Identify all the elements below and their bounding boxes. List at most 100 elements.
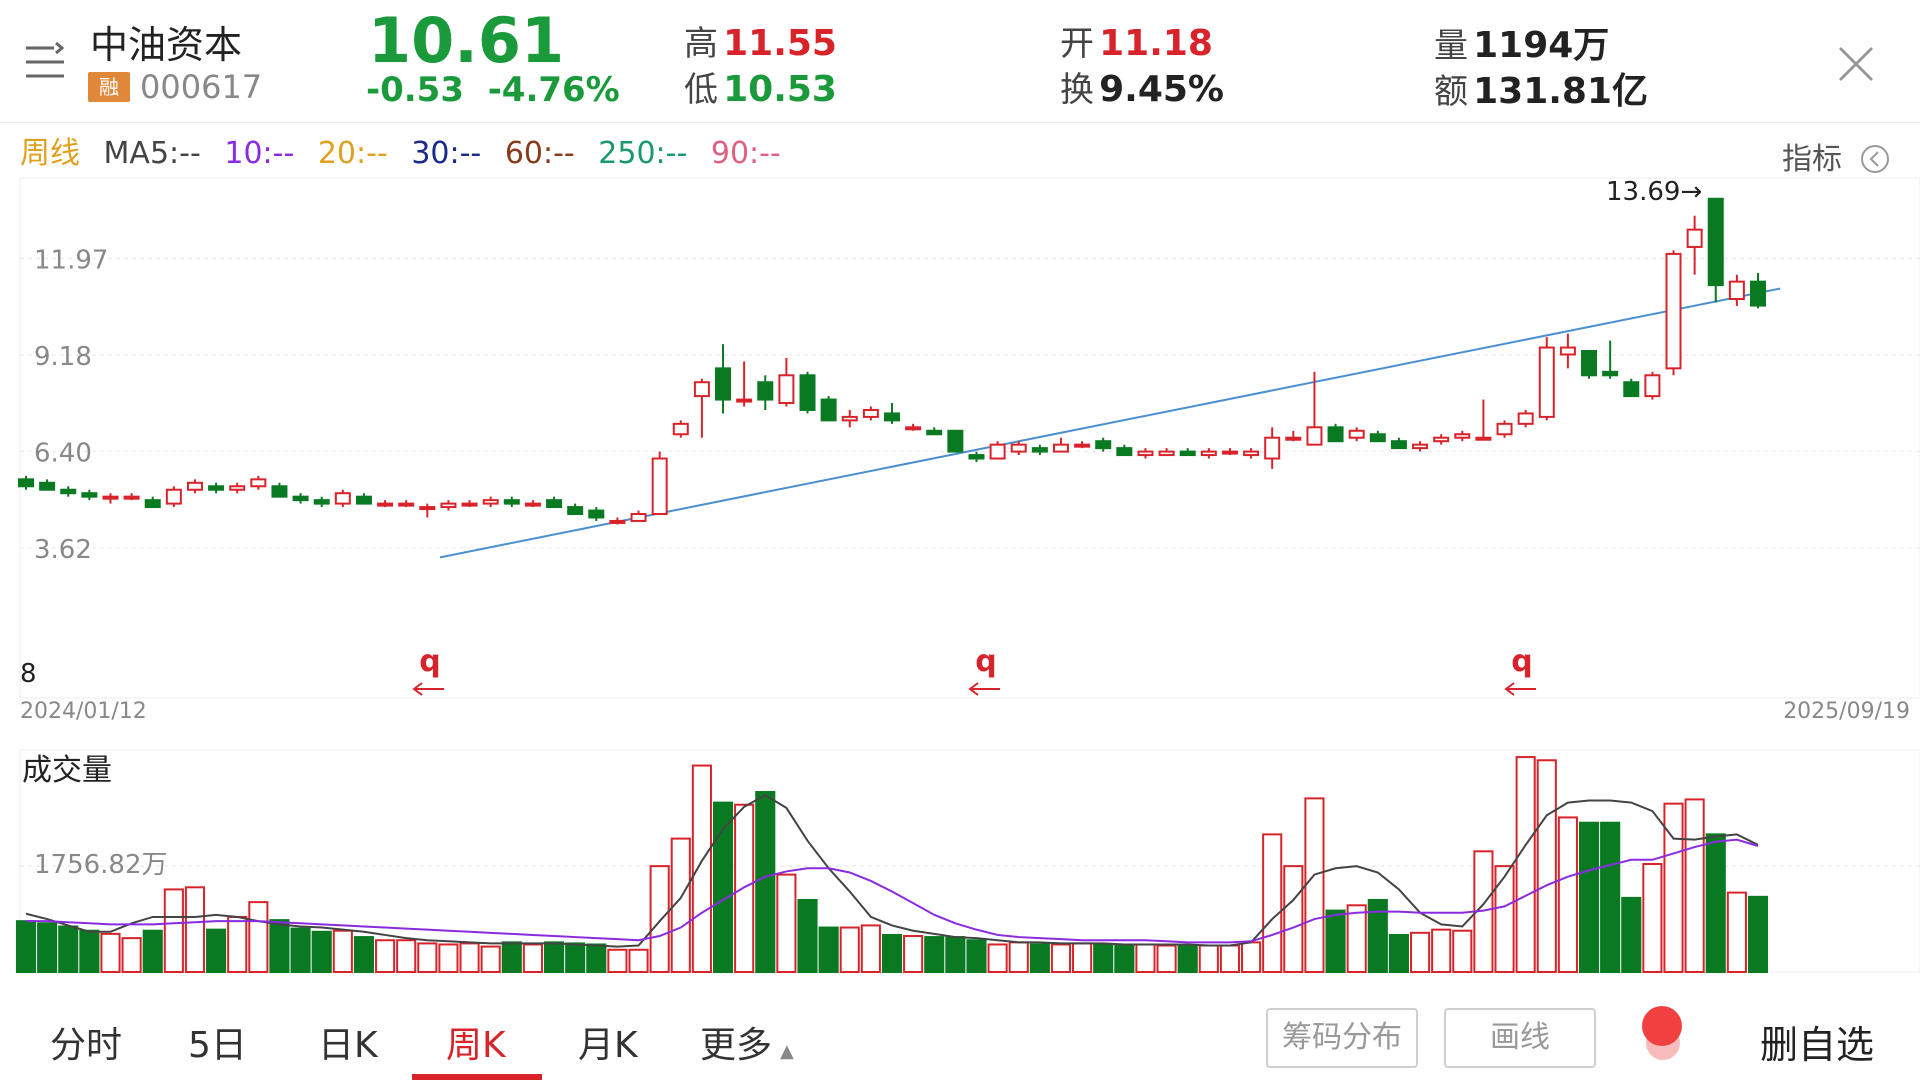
- candle: [1517, 409, 1534, 428]
- candle: [39, 479, 56, 491]
- max-price-value: 13.69: [1606, 177, 1680, 207]
- signal-marker: q: [1504, 644, 1536, 696]
- open-value: 11.18: [1099, 23, 1213, 64]
- candle: [271, 482, 288, 498]
- candle: [165, 486, 182, 508]
- candlestick-series: [18, 197, 1766, 525]
- menu-icon[interactable]: [24, 40, 68, 84]
- tab-fenshi[interactable]: 分时: [50, 1025, 123, 1066]
- amount-value: 131.81亿: [1473, 71, 1649, 112]
- candle: [1116, 444, 1133, 457]
- volume-bar: [586, 943, 607, 974]
- candle: [1707, 197, 1724, 303]
- kline-chart[interactable]: 14.75 11.97 9.18 6.40 3.62 q q q 13.69→ 8 2024…: [0, 176, 1920, 980]
- candle: [250, 475, 267, 490]
- candle-body: [1179, 450, 1196, 457]
- high-value: 11.55: [723, 23, 837, 64]
- chip-distribution-button[interactable]: 筹码分布: [1266, 1008, 1418, 1068]
- volume-bar: [1367, 899, 1388, 973]
- signal-marker: q: [412, 644, 444, 696]
- open-label: 开: [1060, 24, 1094, 64]
- low-stat: 低 10.53: [684, 62, 837, 111]
- ma90-label: 90:--: [710, 136, 781, 171]
- ma20-label: 20:--: [317, 136, 388, 171]
- volume-bar: [1557, 816, 1578, 973]
- remove-watchlist-button[interactable]: 删自选: [1760, 1023, 1875, 1067]
- volume-ma-lines: [25, 794, 1759, 948]
- tab-daily-k[interactable]: 日K: [318, 1025, 378, 1066]
- tab-more[interactable]: 更多 ▲: [700, 1016, 794, 1068]
- volume-bar: [1431, 928, 1452, 974]
- tab-5day[interactable]: 5日: [188, 1025, 247, 1066]
- volume-bar: [903, 935, 924, 973]
- candle: [398, 500, 415, 508]
- candle: [1686, 215, 1703, 275]
- caret-up-icon: ▲: [780, 1041, 794, 1062]
- candle: [1306, 371, 1323, 446]
- candle-body: [989, 443, 1006, 460]
- volume-tick: 1756.82万: [34, 850, 168, 880]
- volume-bar: [1536, 759, 1557, 973]
- candle-body: [1644, 374, 1661, 398]
- y-tick-label: 9.18: [34, 342, 92, 372]
- draw-line-button[interactable]: 画线: [1444, 1008, 1596, 1068]
- candle: [609, 517, 626, 525]
- candle-body: [736, 398, 753, 403]
- candle: [567, 503, 584, 516]
- candle: [292, 493, 309, 504]
- volume-bar: [1600, 821, 1621, 973]
- stock-name: 中油资本: [90, 23, 243, 67]
- candle: [968, 451, 985, 462]
- change-value: -0.53: [366, 70, 464, 110]
- candle: [884, 403, 900, 424]
- volume-bar: [1304, 797, 1325, 973]
- tab-monthly-k[interactable]: 月K: [578, 1025, 638, 1066]
- candle: [1750, 272, 1766, 309]
- volume-bar: [58, 925, 79, 974]
- candle-body: [1538, 346, 1555, 418]
- candle-body: [398, 502, 415, 507]
- candle-body: [947, 429, 964, 453]
- candle: [482, 496, 499, 508]
- candle-body: [1728, 280, 1745, 300]
- candle: [1031, 444, 1048, 456]
- tab-more-label: 更多: [700, 1025, 773, 1066]
- candle: [334, 489, 351, 508]
- volume-bar: [1515, 756, 1536, 974]
- candle-body: [862, 408, 879, 418]
- volume-bar: [206, 928, 227, 974]
- volume-bar: [163, 888, 184, 974]
- turnover-stat: 换 9.45%: [1060, 62, 1224, 111]
- candle: [1348, 427, 1365, 442]
- candle-body: [271, 485, 288, 498]
- candle: [757, 375, 774, 410]
- volume-bar: [1219, 944, 1241, 974]
- candle-body: [905, 426, 922, 431]
- price-panel-frame: [19, 177, 1920, 699]
- volume-bar: [670, 837, 691, 973]
- candle-body: [799, 374, 816, 411]
- candle-body: [588, 509, 605, 519]
- indicator-button[interactable]: 指标: [1782, 134, 1890, 178]
- marker-arrowhead: [968, 682, 979, 696]
- volume-bar: [227, 915, 248, 973]
- candle: [905, 423, 922, 431]
- candle-body: [841, 415, 858, 422]
- candle: [1412, 441, 1429, 452]
- candle-body: [1348, 429, 1365, 439]
- candle-body: [186, 481, 203, 491]
- record-icon[interactable]: [1642, 1006, 1682, 1046]
- volume-bar: [1747, 895, 1769, 973]
- period-label[interactable]: 周线: [20, 136, 80, 171]
- volume-bar: [797, 899, 818, 973]
- candle: [503, 496, 520, 508]
- volume-bar: [375, 939, 396, 973]
- volume-ma5-line: [25, 794, 1759, 948]
- close-icon[interactable]: [1836, 44, 1876, 84]
- candle: [841, 409, 858, 428]
- candle: [1390, 437, 1407, 450]
- candle-body: [1686, 228, 1703, 248]
- tab-weekly-k[interactable]: 周K: [446, 1025, 506, 1066]
- candle-body: [461, 502, 478, 507]
- candle-body: [1750, 280, 1766, 307]
